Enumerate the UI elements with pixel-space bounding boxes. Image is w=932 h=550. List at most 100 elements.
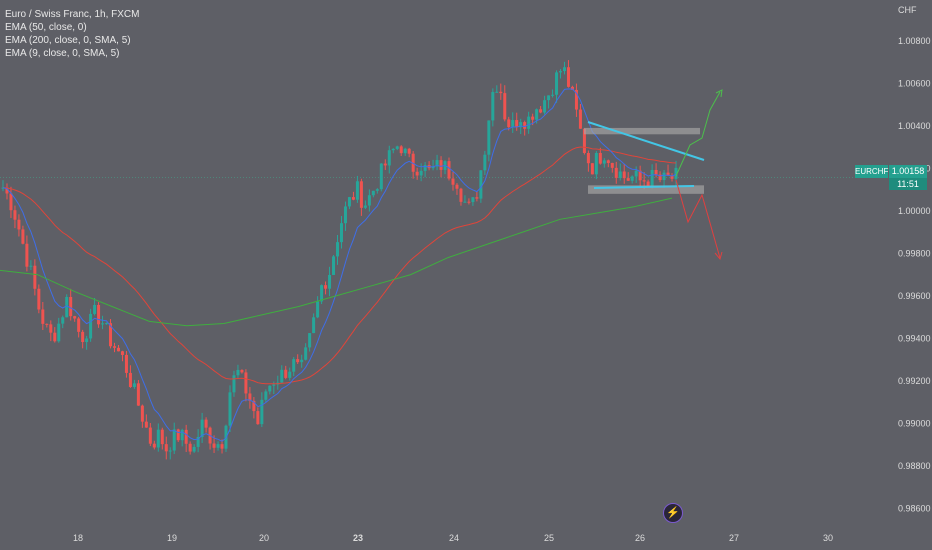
- candle-body: [403, 148, 407, 154]
- candle-body: [204, 419, 208, 428]
- x-tick-label: 24: [449, 533, 459, 543]
- support-zone: [588, 185, 704, 194]
- candle-body: [447, 161, 451, 179]
- descending-trendline: [587, 121, 705, 161]
- candle-body: [630, 176, 634, 181]
- axis-currency: CHF: [898, 5, 917, 15]
- ema200-label[interactable]: EMA (200, close, 0, SMA, 5): [5, 35, 131, 46]
- y-tick-label: 0.99200: [898, 376, 931, 386]
- candle-body: [347, 197, 351, 207]
- candle-body: [499, 91, 503, 94]
- y-tick-label: 1.00600: [898, 78, 931, 88]
- candle-body: [33, 265, 37, 289]
- candle-body: [547, 95, 551, 101]
- candle-body: [511, 120, 515, 128]
- candle-body: [236, 369, 240, 376]
- y-tick-label: 0.99600: [898, 291, 931, 301]
- candle-body: [371, 190, 375, 196]
- y-tick-label: 0.98800: [898, 461, 931, 471]
- candle-body: [475, 197, 479, 199]
- candle-body: [343, 206, 347, 224]
- candle-body: [610, 162, 614, 168]
- candle-body: [594, 152, 598, 175]
- candle-body: [423, 165, 427, 171]
- last-price-tag: EURCHF 1.00158 11:51: [855, 165, 927, 191]
- candle-body: [65, 296, 69, 318]
- x-tick-label: 19: [167, 533, 177, 543]
- candle-body: [336, 242, 340, 257]
- candle-body: [351, 197, 355, 200]
- candle-body: [375, 189, 379, 191]
- candle-body: [467, 201, 471, 203]
- x-tick-label: 20: [259, 533, 269, 543]
- candle-body: [105, 323, 109, 325]
- candle-body: [93, 304, 97, 314]
- candle-body: [29, 265, 33, 267]
- candle-body: [240, 369, 244, 373]
- candle-body: [570, 86, 574, 90]
- ema9-label[interactable]: EMA (9, close, 0, SMA, 5): [5, 48, 120, 59]
- candle-body: [523, 122, 527, 129]
- candle-body: [399, 146, 403, 154]
- candle-body: [555, 72, 559, 95]
- candle-body: [562, 67, 566, 72]
- candle-body: [531, 116, 535, 120]
- x-tick-label: 26: [635, 533, 645, 543]
- candle-body: [515, 120, 519, 128]
- candle-body: [1, 187, 5, 189]
- candle-body: [17, 219, 21, 230]
- candle-body: [176, 429, 180, 441]
- y-tick-label: 1.00800: [898, 36, 931, 46]
- candle-body: [316, 301, 320, 318]
- candle-body: [602, 160, 606, 164]
- candle-body: [101, 323, 105, 325]
- candle-body: [662, 172, 666, 181]
- candle-body: [387, 150, 391, 166]
- candle-body: [491, 92, 495, 121]
- ema50-label[interactable]: EMA (50, close, 0): [5, 22, 87, 33]
- candle-body: [586, 153, 590, 164]
- candle-body: [77, 318, 81, 332]
- candle-body: [519, 122, 523, 128]
- candle-body: [280, 369, 284, 383]
- candle-body: [618, 171, 622, 178]
- candle-body: [244, 372, 248, 394]
- lightning-icon[interactable]: ⚡: [663, 503, 683, 523]
- candle-body: [288, 371, 292, 378]
- y-tick-label: 0.98600: [898, 503, 931, 513]
- candle-body: [184, 429, 188, 444]
- symbol-title[interactable]: Euro / Swiss Franc, 1h, FXCM: [5, 9, 140, 20]
- candle-body: [89, 313, 93, 339]
- candle-body: [116, 347, 120, 352]
- y-tick-label: 1.00400: [898, 121, 931, 131]
- candle-body: [192, 446, 196, 452]
- chart-legend: Euro / Swiss Franc, 1h, FXCM EMA (50, cl…: [5, 8, 139, 60]
- candle-body: [188, 443, 192, 452]
- candle-body: [296, 359, 300, 363]
- candle-body: [320, 285, 324, 302]
- candle-body: [435, 160, 439, 167]
- candle-body: [292, 359, 296, 372]
- candle-body: [61, 317, 65, 324]
- y-tick-label: 1.00000: [898, 206, 931, 216]
- candle-body: [479, 170, 483, 199]
- candle-body: [264, 391, 268, 400]
- x-tick-label: 30: [823, 533, 833, 543]
- x-tick-label: 27: [729, 533, 739, 543]
- candle-body: [566, 67, 570, 87]
- candle-body: [124, 354, 128, 373]
- candle-body: [216, 444, 220, 448]
- candle-body: [650, 169, 654, 187]
- ema9-line: [2, 88, 677, 442]
- candle-body: [41, 309, 45, 324]
- candle-body: [642, 180, 646, 182]
- candle-body: [268, 385, 272, 392]
- candle-body: [300, 359, 304, 363]
- candle-body: [304, 347, 308, 360]
- candle-body: [13, 210, 17, 220]
- candle-body: [97, 304, 101, 325]
- candle-body: [471, 197, 475, 203]
- candle-body: [328, 274, 332, 289]
- candle-body: [383, 163, 387, 166]
